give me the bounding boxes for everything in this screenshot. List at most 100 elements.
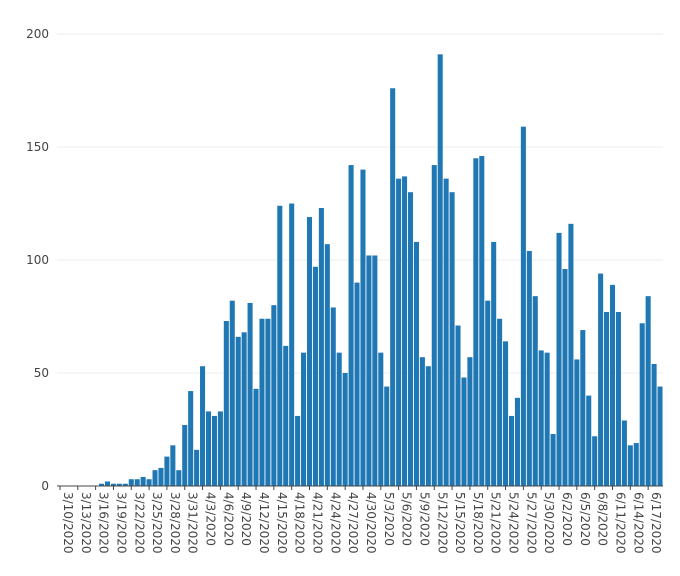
bar xyxy=(390,88,396,487)
x-tick-label: 5/15/2020 xyxy=(453,492,467,554)
x-tick-label: 3/16/2020 xyxy=(97,492,111,554)
bars xyxy=(99,54,663,487)
bar xyxy=(146,479,152,486)
x-tick-label: 4/9/2020 xyxy=(239,492,253,546)
x-tick-label: 3/22/2020 xyxy=(132,492,146,554)
bar xyxy=(520,126,526,486)
bar xyxy=(503,341,509,486)
bar xyxy=(170,445,176,486)
bar xyxy=(253,388,259,486)
bar xyxy=(110,483,116,486)
x-tick-label: 4/12/2020 xyxy=(257,492,271,554)
bar xyxy=(223,321,229,486)
bar xyxy=(633,443,639,486)
bar xyxy=(152,470,158,486)
bar xyxy=(550,434,556,486)
bar xyxy=(176,470,182,486)
gridlines xyxy=(57,33,663,374)
y-tick-label: 150 xyxy=(26,140,49,154)
bar xyxy=(164,456,170,486)
bar xyxy=(396,178,402,486)
bar xyxy=(562,269,568,486)
x-tick-label: 3/13/2020 xyxy=(79,492,93,554)
bar xyxy=(604,311,610,486)
x-tick-label: 3/28/2020 xyxy=(168,492,182,554)
bar xyxy=(289,203,295,486)
bar xyxy=(580,330,586,486)
x-tick-label: 4/27/2020 xyxy=(346,492,360,554)
bar xyxy=(526,250,532,486)
bar xyxy=(265,318,271,486)
bar xyxy=(306,217,313,486)
bar xyxy=(479,156,485,487)
x-tick-label: 4/3/2020 xyxy=(204,492,218,546)
bar xyxy=(188,391,194,486)
x-tick-label: 5/9/2020 xyxy=(417,492,431,546)
bar xyxy=(431,165,437,486)
bar xyxy=(211,415,217,486)
bar xyxy=(378,352,384,486)
bar xyxy=(295,415,301,486)
bar xyxy=(259,318,265,486)
bar xyxy=(384,386,390,486)
bar xyxy=(194,449,200,486)
x-tick-label: 6/8/2020 xyxy=(596,492,610,546)
bar xyxy=(639,323,645,486)
bar xyxy=(354,282,360,486)
bar xyxy=(402,176,408,486)
bar xyxy=(437,54,443,487)
bar xyxy=(301,352,307,486)
bar xyxy=(134,479,140,486)
bar xyxy=(318,208,324,486)
y-tick-label: 50 xyxy=(34,366,49,380)
bar xyxy=(104,481,111,486)
bar xyxy=(615,311,621,486)
bar xyxy=(283,345,289,486)
x-tick-label: 4/18/2020 xyxy=(293,492,307,554)
bar xyxy=(241,332,247,486)
bar xyxy=(568,223,574,486)
x-tick-label: 4/15/2020 xyxy=(275,492,289,554)
y-tick-label: 200 xyxy=(26,27,49,41)
x-tick-label: 5/3/2020 xyxy=(382,492,396,546)
bar xyxy=(158,467,164,486)
x-tick-label: 5/21/2020 xyxy=(489,492,503,554)
y-axis: 0 50 100 150 200 xyxy=(26,27,49,493)
bar xyxy=(247,302,253,486)
bar xyxy=(336,352,342,486)
bar xyxy=(532,296,538,486)
bar xyxy=(657,386,663,486)
bar xyxy=(461,377,467,486)
bar xyxy=(122,483,128,486)
bar xyxy=(348,165,354,486)
bar xyxy=(277,205,283,486)
y-tick-label: 0 xyxy=(41,479,49,493)
bar xyxy=(586,395,592,486)
bar xyxy=(419,357,425,486)
bar xyxy=(497,318,503,486)
bar xyxy=(508,415,515,486)
bar xyxy=(200,366,206,486)
bar xyxy=(271,305,277,486)
x-tick-label: 6/2/2020 xyxy=(560,492,574,546)
bar xyxy=(544,352,550,486)
bar xyxy=(366,255,372,486)
bar xyxy=(467,357,473,486)
x-tick-label: 4/24/2020 xyxy=(328,492,342,554)
bar xyxy=(455,325,461,486)
bar xyxy=(491,241,497,486)
y-tick-label: 100 xyxy=(26,253,49,267)
bar xyxy=(598,273,604,486)
x-tick-label: 5/30/2020 xyxy=(542,492,556,554)
x-tick-label: 5/12/2020 xyxy=(435,492,449,554)
x-tick-label: 3/19/2020 xyxy=(114,492,128,554)
bar xyxy=(407,192,414,486)
bar xyxy=(449,192,455,486)
x-tick-label: 6/11/2020 xyxy=(614,492,628,554)
bar xyxy=(342,373,348,486)
bar xyxy=(627,445,633,486)
x-tick-label: 3/31/2020 xyxy=(186,492,200,554)
bar xyxy=(592,436,598,486)
bar xyxy=(413,241,419,486)
